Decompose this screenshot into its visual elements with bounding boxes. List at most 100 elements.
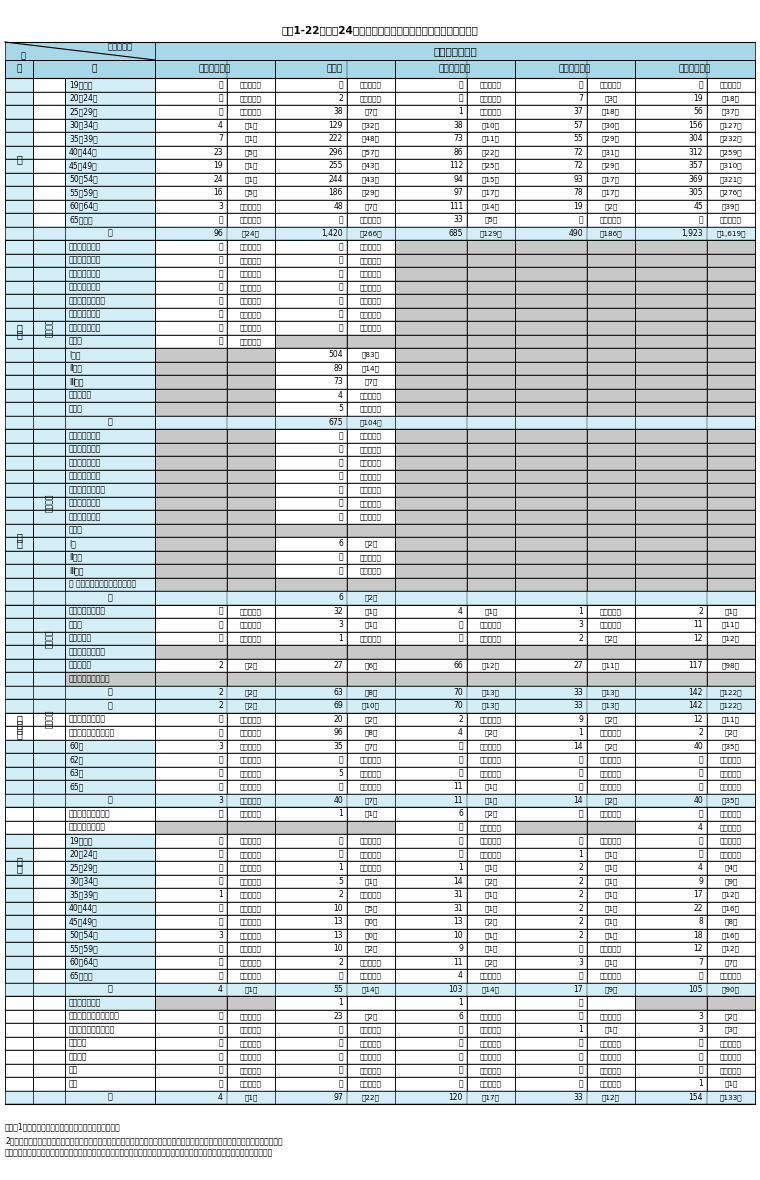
Text: 総合職（院卒）: 総合職（院卒） xyxy=(69,242,101,251)
Bar xyxy=(65,1010,155,1023)
Bar xyxy=(395,415,467,430)
Text: （186）: （186） xyxy=(600,230,622,236)
Text: －: － xyxy=(218,1025,223,1034)
Bar xyxy=(515,199,587,214)
Text: －: － xyxy=(218,864,223,872)
Bar xyxy=(467,929,515,942)
Text: －: － xyxy=(218,1053,223,1061)
Text: （　－　）: （ － ） xyxy=(240,918,262,925)
Text: 55: 55 xyxy=(333,985,343,994)
Bar xyxy=(5,430,33,442)
Text: （11）: （11） xyxy=(722,716,740,722)
Bar xyxy=(275,956,347,969)
Bar xyxy=(707,483,755,497)
Bar xyxy=(275,240,347,254)
Text: （　－　）: （ － ） xyxy=(240,608,262,615)
Text: －: － xyxy=(338,971,343,981)
Bar xyxy=(587,834,635,847)
Text: 項: 項 xyxy=(16,65,22,73)
Text: 経験者: 経験者 xyxy=(69,336,83,346)
Bar xyxy=(467,199,515,214)
Bar xyxy=(275,415,347,430)
Text: （　－　）: （ － ） xyxy=(480,1067,502,1074)
Bar xyxy=(635,402,707,415)
Bar xyxy=(5,889,33,902)
Text: 63歳: 63歳 xyxy=(69,768,84,778)
Text: 50〜54歳: 50〜54歳 xyxy=(69,931,98,939)
Text: （1）: （1） xyxy=(244,163,258,169)
Bar xyxy=(587,996,635,1010)
Bar xyxy=(635,820,707,834)
Bar xyxy=(155,914,227,929)
Bar xyxy=(65,375,155,388)
Bar xyxy=(155,942,227,956)
Bar xyxy=(467,455,515,470)
Text: （　－　）: （ － ） xyxy=(240,769,262,776)
Bar xyxy=(347,969,395,983)
Text: （310）: （310） xyxy=(720,163,743,169)
Text: －: － xyxy=(458,621,463,629)
Bar xyxy=(227,969,275,983)
Bar xyxy=(155,497,227,510)
Bar xyxy=(707,753,755,767)
Bar xyxy=(467,847,515,861)
Text: 2: 2 xyxy=(698,607,703,616)
Text: －: － xyxy=(698,80,703,90)
Text: 490: 490 xyxy=(568,229,583,237)
Bar xyxy=(347,740,395,753)
Text: （　－　）: （ － ） xyxy=(360,972,382,979)
Bar xyxy=(275,92,347,105)
Text: （8）: （8） xyxy=(364,689,378,695)
Bar xyxy=(467,442,515,455)
Text: 20〜24歳: 20〜24歳 xyxy=(69,850,97,859)
Bar xyxy=(635,199,707,214)
Text: －: － xyxy=(698,1038,703,1048)
Bar xyxy=(33,172,65,186)
Bar xyxy=(5,1063,33,1077)
Bar xyxy=(65,227,155,240)
Text: （　－　）: （ － ） xyxy=(240,959,262,965)
Text: 計: 計 xyxy=(108,1093,112,1102)
Bar xyxy=(635,631,707,645)
Bar xyxy=(707,430,755,442)
Bar xyxy=(5,658,33,671)
Text: －: － xyxy=(578,215,583,224)
Bar xyxy=(707,78,755,92)
Bar xyxy=(467,1023,515,1036)
Bar xyxy=(65,455,155,470)
Bar xyxy=(635,834,707,847)
Bar xyxy=(467,740,515,753)
Text: （17）: （17） xyxy=(482,190,500,196)
Bar xyxy=(635,92,707,105)
Bar xyxy=(33,740,65,753)
Text: （4）: （4） xyxy=(724,865,738,871)
Bar xyxy=(467,996,515,1010)
Bar xyxy=(227,618,275,631)
Bar xyxy=(155,551,227,564)
Bar xyxy=(5,361,33,375)
Bar xyxy=(707,524,755,537)
Bar xyxy=(587,281,635,294)
Bar xyxy=(395,1023,467,1036)
Text: （83）: （83） xyxy=(362,352,380,358)
Text: 78: 78 xyxy=(573,189,583,197)
Text: 者: 者 xyxy=(16,329,22,339)
Text: （17）: （17） xyxy=(602,190,620,196)
Text: 職: 職 xyxy=(16,863,22,873)
Text: －: － xyxy=(218,1066,223,1075)
Bar xyxy=(347,334,395,348)
Bar xyxy=(275,430,347,442)
Text: 120: 120 xyxy=(448,1093,463,1102)
Bar xyxy=(347,618,395,631)
Text: －: － xyxy=(218,958,223,966)
Bar xyxy=(587,1050,635,1063)
Text: 11: 11 xyxy=(693,621,703,629)
Bar xyxy=(635,375,707,388)
Bar xyxy=(635,60,755,78)
Bar xyxy=(467,483,515,497)
Bar xyxy=(467,618,515,631)
Bar xyxy=(515,254,587,267)
Bar xyxy=(275,1036,347,1050)
Bar xyxy=(65,780,155,793)
Bar xyxy=(707,914,755,929)
